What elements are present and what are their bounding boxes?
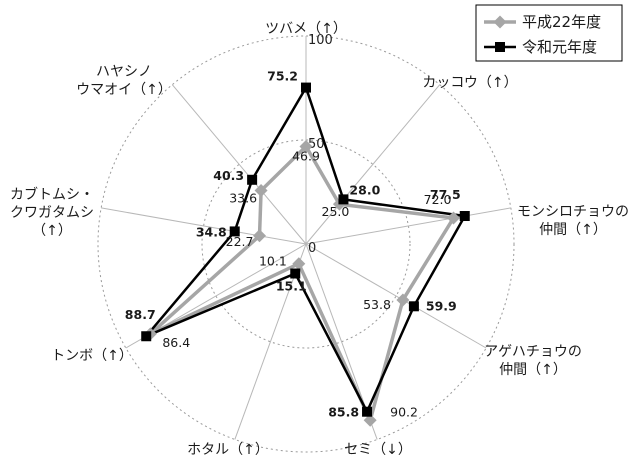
axis-spoke <box>305 84 441 245</box>
legend-label: 令和元年度 <box>522 38 597 56</box>
data-label: 85.8 <box>328 405 359 420</box>
data-label: 72.0 <box>424 192 452 207</box>
tick-label: 50 <box>308 137 325 152</box>
data-point <box>254 183 268 197</box>
data-label: 28.0 <box>349 182 380 197</box>
data-label: 88.7 <box>125 307 156 322</box>
data-label: 59.9 <box>426 298 457 313</box>
data-point <box>338 194 349 205</box>
data-point <box>253 229 267 243</box>
data-label: 33.6 <box>229 190 257 205</box>
data-point <box>290 268 301 279</box>
axis-spoke <box>101 207 307 245</box>
tick-label: 100 <box>308 33 333 48</box>
category-label: カッコウ（↑） <box>422 75 517 91</box>
category-label: トンボ（↑） <box>51 348 133 364</box>
series-line <box>145 84 467 415</box>
data-point <box>247 174 258 185</box>
legend-label: 平成22年度 <box>522 13 601 31</box>
axis-spoke <box>305 243 487 349</box>
data-point <box>446 211 460 225</box>
data-label: 75.2 <box>267 69 298 84</box>
grid-ring <box>201 139 411 349</box>
category-label: カブトムシ・クワガタムシ（↑） <box>10 186 94 239</box>
category-label: ツバメ（↑） <box>265 21 347 37</box>
radar-series <box>141 82 470 427</box>
data-point <box>396 293 410 307</box>
data-point <box>229 226 240 237</box>
data-label: 22.7 <box>226 234 254 249</box>
data-label: 86.4 <box>162 335 190 350</box>
axis-spoke <box>171 84 307 245</box>
category-label: ホタル（↑） <box>187 442 269 458</box>
data-label: 10.1 <box>259 254 287 269</box>
category-label: アゲハチョウの仲間（↑） <box>484 344 582 378</box>
tick-label: 0 <box>308 241 316 256</box>
grid-ring <box>97 35 515 453</box>
legend-marker <box>495 42 505 52</box>
data-point <box>292 257 306 271</box>
data-label: 77.5 <box>430 187 461 202</box>
data-label: 25.0 <box>322 204 350 219</box>
data-label: 15.1 <box>276 279 307 294</box>
data-point <box>362 406 373 417</box>
data-point <box>363 413 377 427</box>
axis-spoke <box>305 207 511 245</box>
radar-labels: 46.9 25.0 72.0 53.8 90.2 10.1 86.4 22.7 33.6 75.2… <box>10 21 629 458</box>
radar-grid: 0 50 100 <box>97 33 515 453</box>
series-line <box>149 143 457 426</box>
category-label: セミ（↓） <box>344 442 412 458</box>
data-label: 46.9 <box>292 148 320 163</box>
data-point <box>459 211 470 222</box>
data-label: 53.8 <box>363 297 391 312</box>
category-label: ハヤシノウマオイ（↑） <box>76 64 172 98</box>
data-point <box>141 331 152 342</box>
data-label: 90.2 <box>390 404 418 419</box>
data-label: 40.3 <box>213 168 244 183</box>
data-point <box>301 82 311 93</box>
data-point <box>299 139 313 153</box>
data-point <box>408 301 419 312</box>
legend-marker <box>493 15 507 29</box>
data-label: 34.8 <box>196 224 227 239</box>
category-label: モンシロチョウの仲間（↑） <box>517 204 629 238</box>
